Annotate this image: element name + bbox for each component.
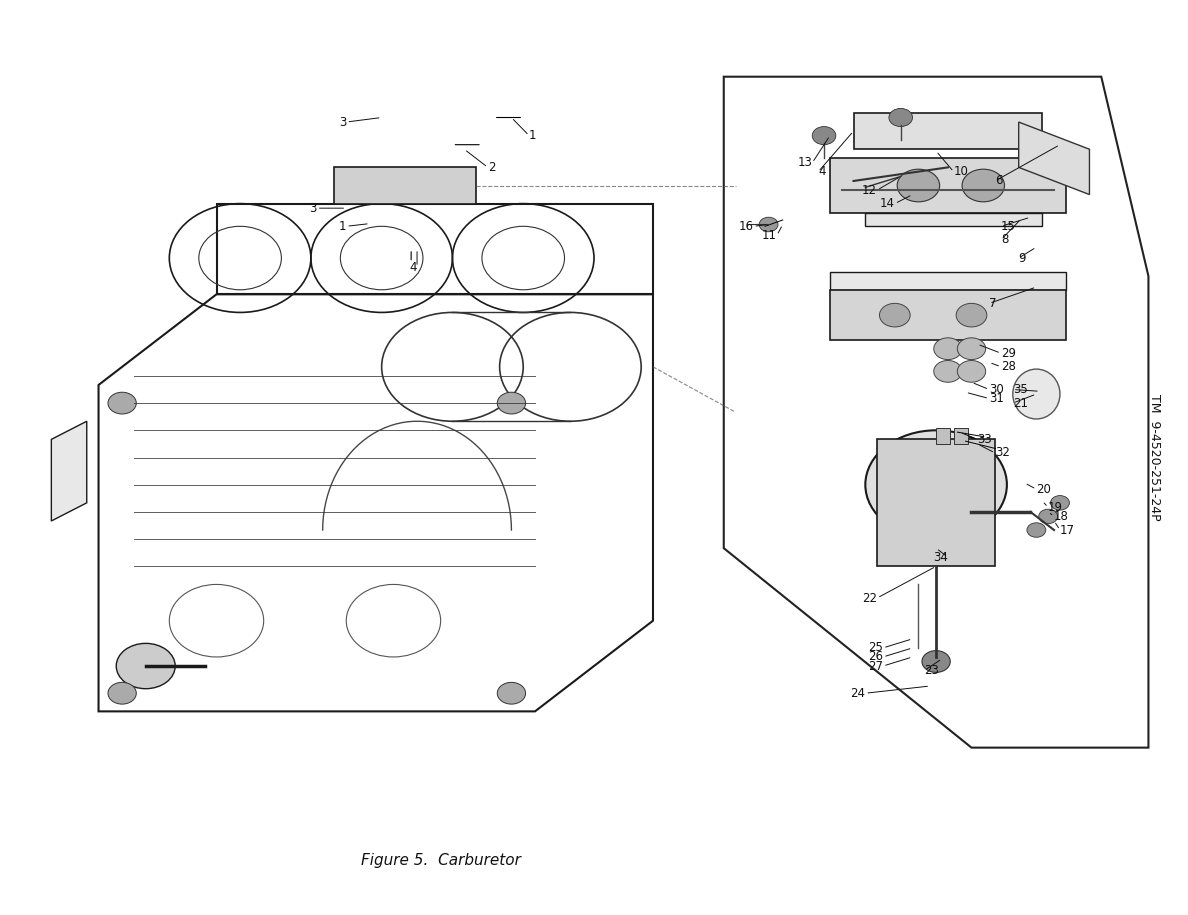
Text: Figure 5.  Carburetor: Figure 5. Carburetor — [361, 854, 520, 868]
Circle shape — [889, 109, 912, 126]
Circle shape — [958, 361, 986, 382]
Circle shape — [759, 217, 778, 231]
Text: 34: 34 — [933, 551, 948, 564]
Text: 6: 6 — [996, 175, 1003, 188]
Text: 28: 28 — [1001, 361, 1016, 373]
Circle shape — [956, 304, 987, 327]
Text: 22: 22 — [862, 591, 877, 605]
Polygon shape — [51, 421, 87, 521]
Circle shape — [108, 683, 137, 705]
Text: 10: 10 — [954, 166, 968, 178]
Circle shape — [934, 361, 962, 382]
Polygon shape — [1018, 122, 1089, 195]
Text: 21: 21 — [1013, 396, 1028, 410]
Text: 31: 31 — [990, 392, 1004, 405]
Text: 23: 23 — [924, 664, 940, 677]
Text: 4: 4 — [819, 166, 826, 178]
Text: 4: 4 — [410, 261, 417, 274]
Circle shape — [897, 169, 940, 202]
Bar — [936, 427, 950, 444]
Text: 11: 11 — [762, 229, 777, 242]
Text: 17: 17 — [1060, 523, 1075, 536]
Circle shape — [962, 169, 1005, 202]
Bar — [954, 427, 968, 444]
Text: 14: 14 — [880, 197, 895, 210]
Text: 16: 16 — [738, 220, 753, 232]
Circle shape — [116, 643, 175, 689]
Text: 13: 13 — [797, 156, 813, 169]
Text: 1: 1 — [529, 129, 537, 142]
Text: 1: 1 — [339, 220, 346, 232]
Text: 7: 7 — [990, 296, 997, 310]
Circle shape — [498, 683, 525, 705]
Text: 12: 12 — [862, 184, 877, 197]
Ellipse shape — [1013, 369, 1060, 419]
Text: 8: 8 — [1001, 233, 1009, 246]
Text: 27: 27 — [868, 660, 883, 673]
Circle shape — [498, 393, 525, 414]
Polygon shape — [830, 290, 1066, 339]
Text: 9: 9 — [1018, 252, 1026, 264]
Circle shape — [958, 338, 986, 360]
Circle shape — [865, 430, 1007, 539]
Circle shape — [879, 304, 910, 327]
Circle shape — [1026, 522, 1045, 537]
Circle shape — [1050, 496, 1069, 510]
Text: 15: 15 — [1001, 220, 1016, 232]
Circle shape — [889, 448, 984, 521]
Circle shape — [934, 338, 962, 360]
Text: 26: 26 — [868, 651, 883, 663]
Circle shape — [1038, 509, 1057, 523]
Text: 20: 20 — [1036, 483, 1051, 496]
Circle shape — [922, 651, 950, 673]
Text: 3: 3 — [339, 115, 346, 128]
Circle shape — [108, 393, 137, 414]
Polygon shape — [877, 439, 996, 566]
Text: 32: 32 — [996, 447, 1010, 459]
Polygon shape — [853, 113, 1042, 149]
Text: 24: 24 — [851, 687, 865, 700]
Text: 2: 2 — [488, 161, 495, 174]
Text: TM  9-4520-251-24P: TM 9-4520-251-24P — [1148, 394, 1161, 521]
Text: 29: 29 — [1001, 347, 1016, 360]
Circle shape — [813, 126, 836, 145]
Polygon shape — [335, 167, 476, 204]
Text: 30: 30 — [990, 383, 1004, 396]
Text: 33: 33 — [978, 433, 992, 446]
Polygon shape — [830, 158, 1066, 212]
Text: 3: 3 — [309, 201, 317, 215]
Polygon shape — [865, 212, 1042, 226]
Polygon shape — [830, 272, 1066, 290]
Text: 35: 35 — [1013, 383, 1028, 396]
Text: 25: 25 — [868, 641, 883, 654]
Text: 18: 18 — [1054, 510, 1069, 523]
Text: 19: 19 — [1048, 501, 1063, 514]
